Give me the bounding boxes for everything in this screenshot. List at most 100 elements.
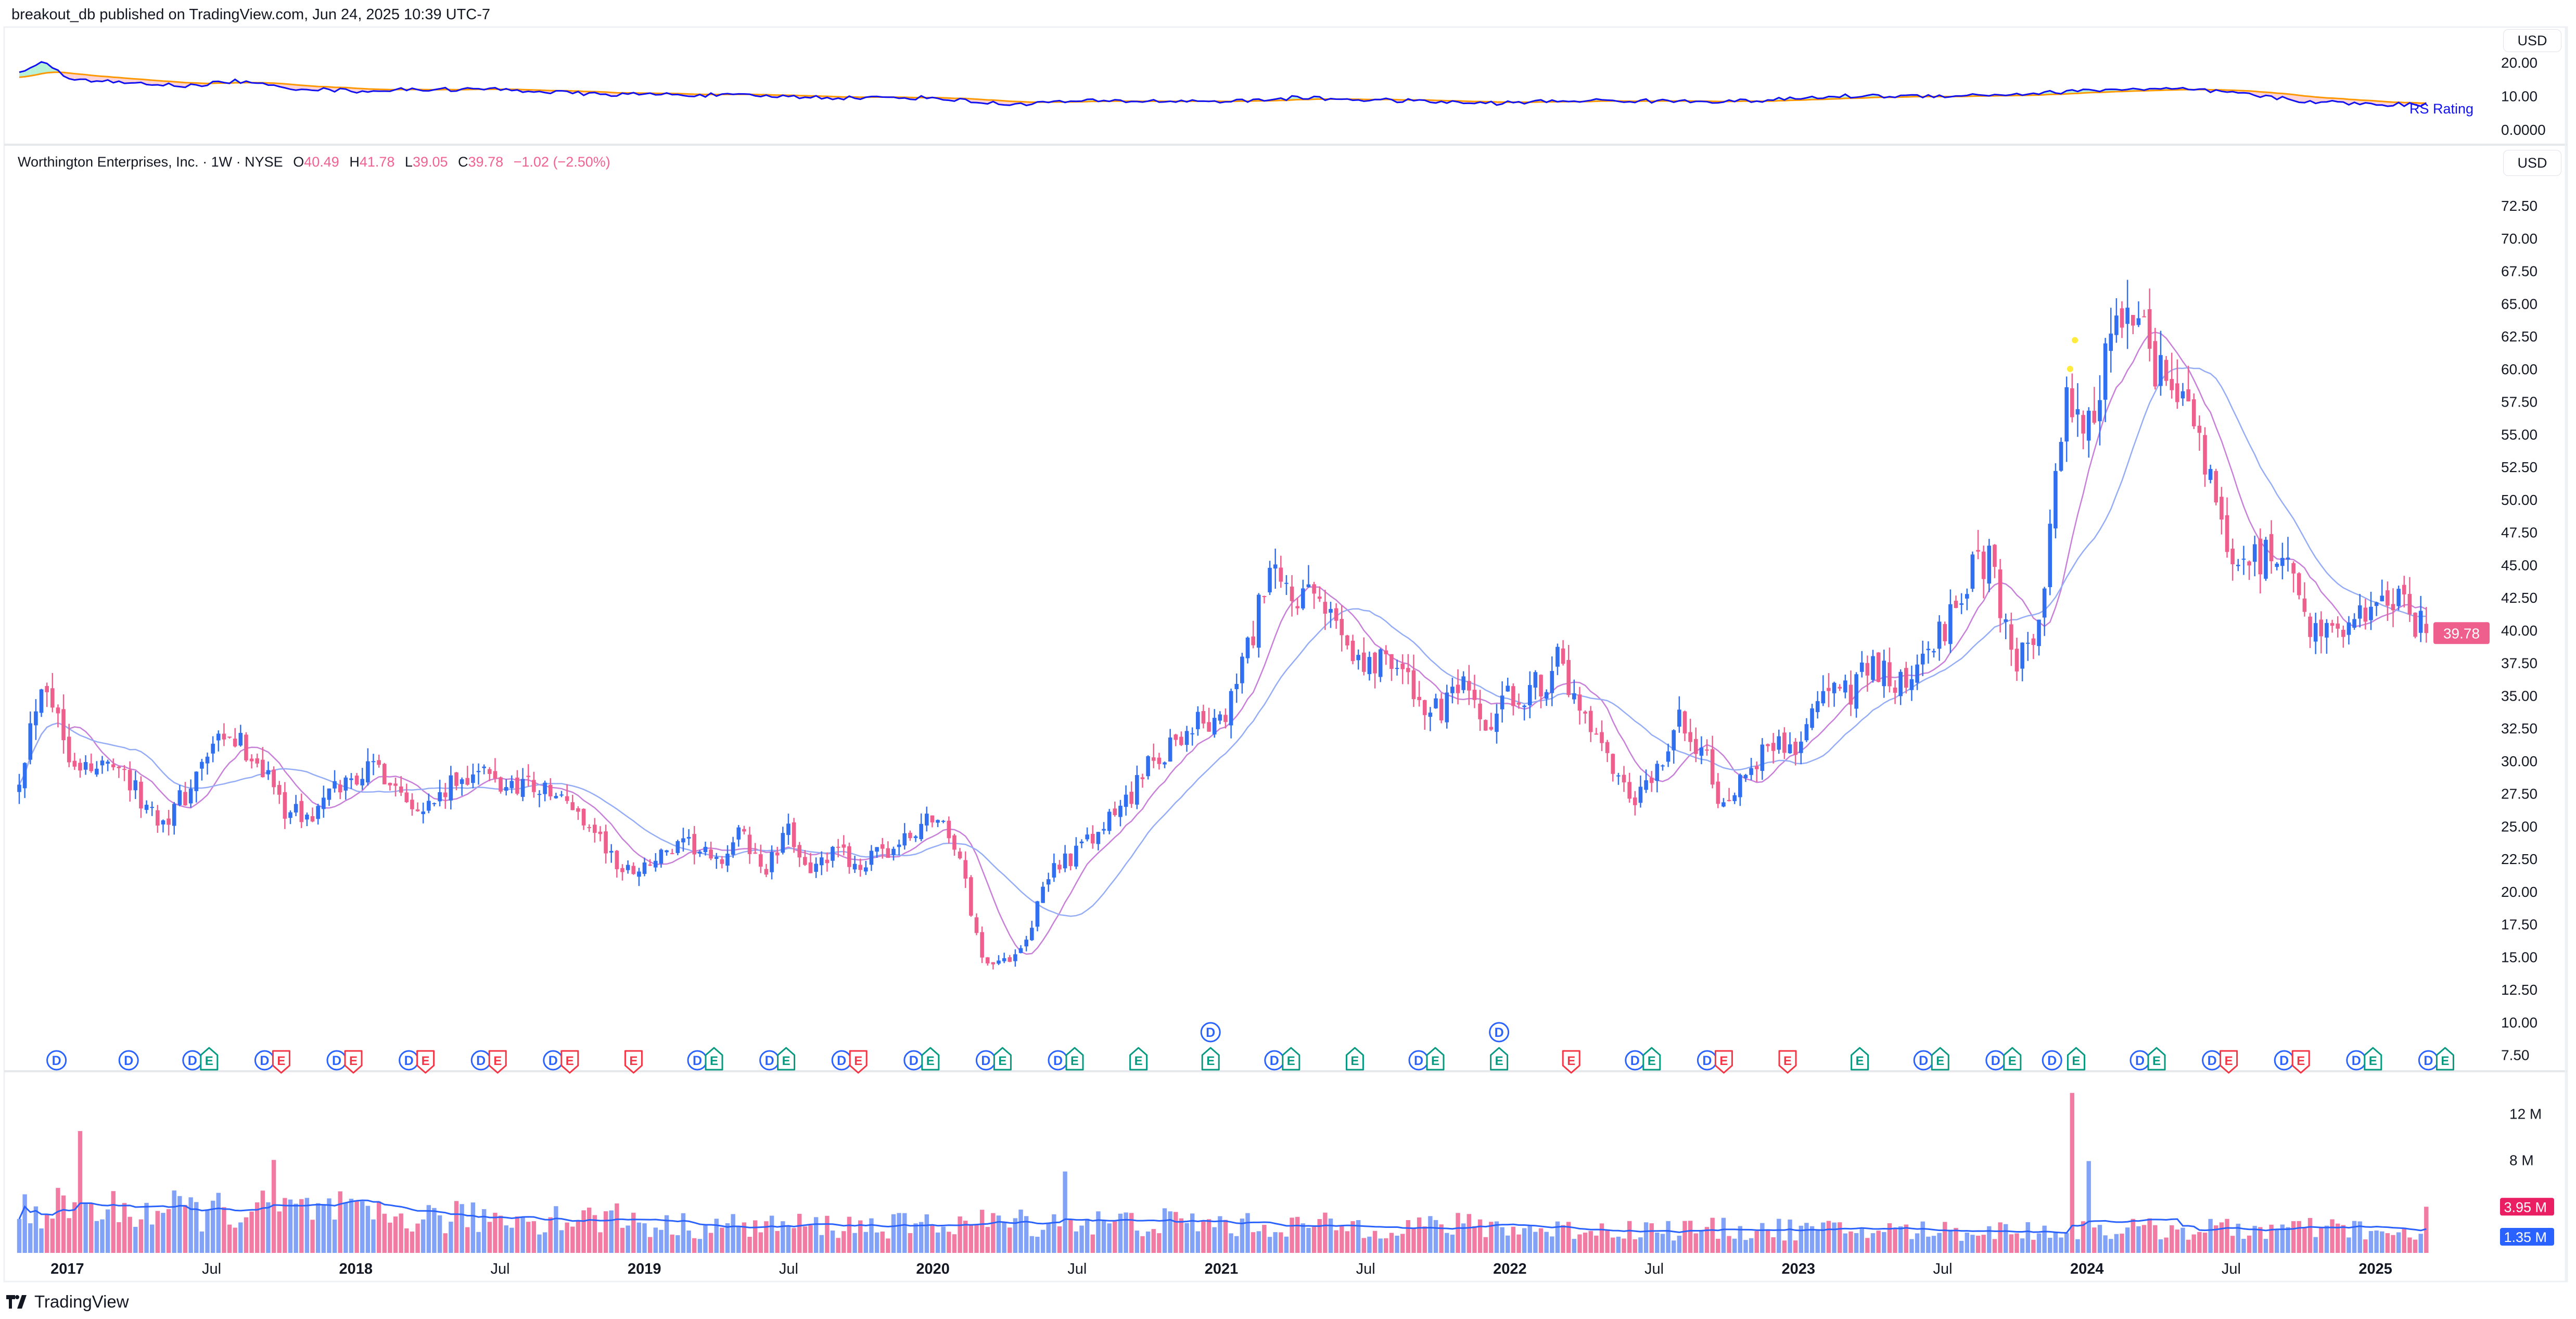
earnings-marker[interactable]: E [777,1047,796,1071]
earnings-marker[interactable]: E [416,1050,435,1074]
candle-body [1002,958,1006,961]
candle-body [1190,733,1194,734]
earnings-marker[interactable]: E [2147,1047,2166,1071]
dividend-letter: D [404,1054,414,1068]
earnings-marker[interactable]: E [2067,1047,2085,1071]
volume-bar [188,1197,193,1253]
earnings-marker[interactable]: E [1065,1047,1084,1071]
last-volume-tag-bg [2500,1198,2554,1216]
earnings-marker[interactable]: E [705,1047,723,1071]
dividend-marker[interactable]: D [2418,1050,2439,1071]
earnings-marker[interactable]: E [1778,1050,1797,1074]
dividend-marker[interactable]: D [118,1050,139,1071]
symbol-title[interactable]: Worthington Enterprises, Inc. · 1W · NYS… [18,154,283,170]
earnings-marker[interactable]: E [560,1050,579,1074]
dividend-letter: D [1919,1054,1928,1068]
dividend-marker[interactable]: D [2274,1050,2294,1071]
dividend-marker[interactable]: D [1408,1050,1429,1071]
earnings-marker[interactable]: E [2220,1050,2238,1074]
earnings-marker[interactable]: E [1129,1047,1148,1071]
volume-bar [2286,1227,2290,1253]
earnings-marker[interactable]: E [1642,1047,1661,1071]
earnings-marker[interactable]: E [1201,1047,1220,1071]
candle-body [1467,681,1471,691]
dividend-marker[interactable]: D [1697,1050,1717,1071]
candle-body [1904,668,1908,688]
earnings-marker[interactable]: E [200,1047,219,1071]
dividend-marker[interactable]: D [399,1050,419,1071]
dividend-marker[interactable]: D [254,1050,275,1071]
dividend-marker[interactable]: D [1489,1022,1510,1043]
last-price-tag-bg [2433,622,2490,644]
earnings-marker[interactable]: E [2291,1050,2310,1074]
events-row[interactable]: D D D E D E D E D E D E D E E D E D E D E D E D E D E EDE D E E D EDE E D E… [46,1022,2454,1074]
candle-body [919,823,923,840]
rs-tick-label: 20.00 [2501,55,2537,71]
dividend-marker[interactable]: D [831,1050,852,1071]
candle-body [2363,607,2368,622]
volume-bar [2236,1223,2240,1253]
earnings-marker[interactable]: E [1562,1050,1580,1074]
dividend-marker[interactable]: D [687,1050,708,1071]
earnings-marker[interactable]: E [272,1050,290,1074]
earnings-marker[interactable]: E [1426,1047,1445,1071]
earnings-marker[interactable]: E [921,1047,940,1071]
dividend-marker[interactable]: D [759,1050,780,1071]
dividend-marker[interactable]: D [2129,1050,2150,1071]
dividend-marker[interactable]: D [326,1050,347,1071]
dividend-marker[interactable]: D [1264,1050,1285,1071]
price-axis[interactable]: 72.50 70.00 67.50 65.00 62.50 60.00 57.50 55.00… [2501,198,2537,1063]
earnings-marker[interactable]: E [2003,1047,2022,1071]
earnings-marker[interactable]: E [1851,1047,1869,1071]
dividend-marker[interactable]: D [903,1050,924,1071]
earnings-marker[interactable]: E [1282,1047,1300,1071]
earnings-marker[interactable]: E [344,1050,363,1074]
candle-body [1356,655,1360,661]
dividend-marker[interactable]: D [1985,1050,2006,1071]
candle-body [493,771,498,779]
volume-bar [1633,1239,1638,1253]
dividend-marker[interactable]: D [543,1050,564,1071]
earnings-marker[interactable]: E [624,1050,643,1074]
price-currency-button[interactable]: USD [2503,150,2561,176]
dividend-marker[interactable]: D [1048,1050,1068,1071]
footer-brand[interactable]: TradingView [6,1292,129,1312]
dividend-marker[interactable]: D [2202,1050,2223,1071]
earnings-marker[interactable]: E [1714,1050,1733,1074]
volume-bar [1522,1228,1527,1253]
volume-bar [647,1237,653,1253]
dividend-marker[interactable]: D [1200,1022,1221,1043]
earnings-marker[interactable]: E [1931,1047,1949,1071]
candle-body [144,805,149,810]
candle-body [2357,605,2362,619]
earnings-marker[interactable]: E [1345,1047,1364,1071]
candle-body [2109,333,2113,351]
dividend-marker[interactable]: D [1913,1050,1934,1071]
dividend-marker[interactable]: D [182,1050,203,1071]
candle-body [1893,687,1897,693]
dividend-marker[interactable]: D [2042,1050,2062,1071]
dividend-marker[interactable]: D [46,1050,67,1071]
dividend-marker[interactable]: D [470,1050,491,1071]
earnings-marker[interactable]: E [2435,1047,2454,1071]
dividend-marker[interactable]: D [975,1050,996,1071]
volume-bar [2280,1224,2285,1253]
earnings-marker[interactable]: E [993,1047,1012,1071]
earnings-marker[interactable]: E [2364,1047,2382,1071]
volume-bar [2004,1224,2008,1253]
earnings-marker[interactable]: E [1490,1047,1509,1071]
volume-bar [2175,1229,2180,1253]
time-axis[interactable]: 2017 Jul 2018 Jul 2019 Jul 2020 Jul 2021 Jul 2022 J… [50,1261,2392,1277]
dividend-marker[interactable]: D [1625,1050,1646,1071]
dividend-marker[interactable]: D [2346,1050,2367,1071]
volume-bar [753,1220,758,1253]
earnings-marker[interactable]: E [849,1050,868,1074]
volume-bar [825,1215,830,1253]
candle-body [1705,749,1709,751]
candle-body [100,760,105,766]
rs-currency-button[interactable]: USD [2503,29,2561,52]
earnings-marker[interactable]: E [488,1050,507,1074]
volume-bar [1577,1234,1582,1253]
candle-body [1389,654,1394,669]
